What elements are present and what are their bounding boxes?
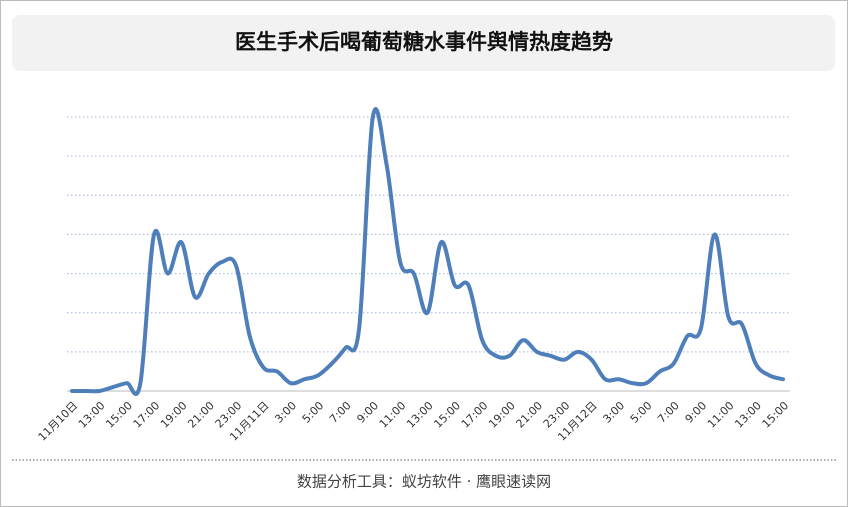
line [70,107,785,396]
title-box [12,15,835,71]
footer: 数据分析工具：蚁坊软件 · 鹰眼速读网 [297,473,551,491]
chart-title: 医生手术后喝葡萄糖水事件舆情热度趋势 [235,30,613,54]
